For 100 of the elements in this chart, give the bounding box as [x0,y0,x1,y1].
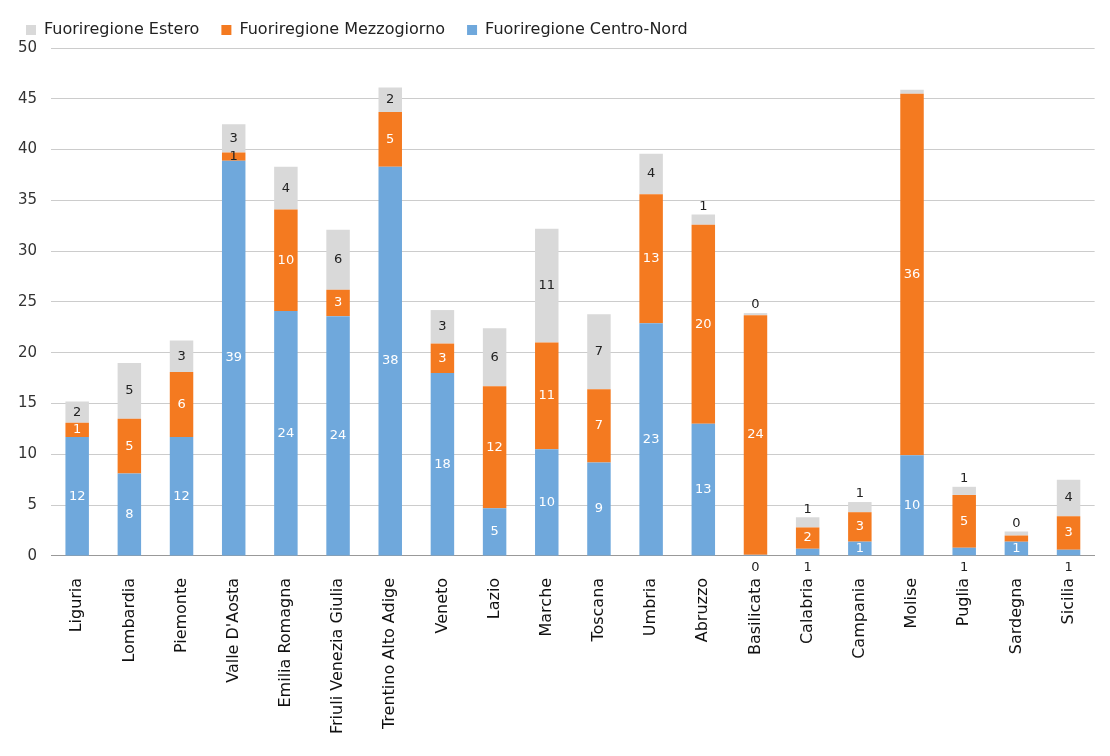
bar [535,228,559,343]
data-label: 6 [177,395,186,411]
bar [274,311,298,556]
bar [691,224,716,424]
bar [587,462,611,556]
x-tick-label: Molise [901,577,921,629]
data-label: 12 [486,438,503,454]
data-label: 3 [855,518,864,534]
data-label: 3 [438,318,447,334]
data-label: 12 [173,487,190,503]
bar [952,547,976,556]
data-label: 2 [386,91,395,107]
data-label: 5 [125,437,134,453]
bar [482,386,507,509]
x-tick-label: Toscana [588,577,608,643]
data-label: 2 [73,403,82,419]
data-label: 24 [747,426,764,442]
bar [430,373,455,556]
y-tick-label: 25 [17,291,38,310]
bar [378,87,402,112]
data-label: 1 [73,421,82,437]
bar [639,153,663,195]
y-tick-label: 5 [27,494,38,513]
y-tick-label: 40 [17,139,38,158]
data-label: 5 [960,512,969,528]
bar [274,209,298,312]
bar [795,517,820,528]
data-label: 3 [229,129,238,145]
x-tick-label: Trentino Alto Adige [379,577,399,731]
legend-label: Fuoriregione Centro-Nord [485,19,688,39]
bar [848,512,872,542]
x-tick-label: Valle D'Aosta [222,577,242,683]
data-label: 20 [695,315,712,331]
bar [169,340,194,373]
x-tick-label: Umbria [640,577,660,637]
x-tick-label: Emilia Romagna [275,577,295,708]
x-tick-label: Campania [849,577,868,659]
data-label: 5 [125,382,134,398]
y-tick-label: 45 [17,88,38,107]
data-label: 18 [434,455,451,471]
data-label: 1 [855,539,864,555]
data-label: 12 [68,487,86,503]
data-label: 1 [1012,539,1021,555]
data-label: 0 [751,558,760,574]
data-label: 24 [277,424,295,440]
bar [221,124,246,153]
bar [900,89,924,94]
data-label: 36 [903,265,921,281]
data-label: 3 [333,294,343,310]
data-label: 10 [277,251,295,267]
data-label: 10 [538,493,556,509]
data-label: 23 [642,430,660,446]
data-label: 2 [803,529,812,545]
data-label: 4 [1064,489,1073,505]
bar [535,449,559,556]
data-label: 6 [490,348,499,364]
bar [169,372,194,438]
bar [378,111,402,167]
data-label: 13 [642,250,660,266]
x-tick-label: Liguria [66,577,86,633]
data-label: 1 [1064,558,1073,574]
data-label: 11 [538,277,556,293]
x-tick-label: Sardegna [1005,577,1025,655]
data-label: 4 [646,165,656,181]
data-label: 24 [329,427,347,443]
bar [535,342,559,450]
bar [221,160,246,556]
y-tick-label: 10 [17,444,38,463]
x-tick-label: Lazio [483,577,503,620]
data-label: 5 [386,130,395,146]
x-tick-label: Marche [535,577,555,637]
data-label: 0 [751,296,760,312]
legend-label: Fuoriregione Estero [44,19,200,39]
bar [952,494,976,548]
data-label: 11 [538,387,556,403]
bar [430,343,455,374]
bar [274,166,298,210]
data-label: 1 [855,485,864,501]
data-label: 1 [960,558,969,574]
bar [117,473,142,556]
bar [65,437,89,556]
data-label: 39 [225,349,242,365]
bar [1056,479,1081,517]
data-label: 10 [903,496,921,512]
x-tick-label: Calabria [796,577,816,645]
data-label: 3 [438,349,447,365]
bar [326,316,350,556]
bar [952,486,976,495]
bar [900,455,924,556]
y-tick-label: 15 [17,393,38,412]
data-label: 7 [594,343,604,359]
data-label: 1 [960,470,969,486]
bar [743,313,768,316]
bar [691,214,716,225]
bar [117,362,142,419]
data-label: 3 [177,347,186,363]
data-label: 1 [699,197,708,213]
x-tick-label: Abruzzo [692,577,712,643]
bar [1004,535,1029,542]
x-tick-label: Friuli Venezia Giulia [327,577,347,734]
